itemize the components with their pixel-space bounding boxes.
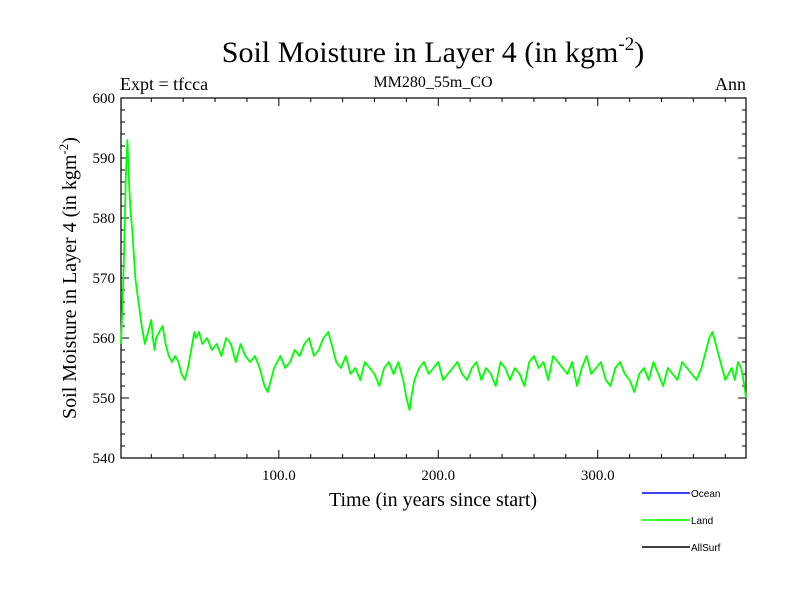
series-group — [120, 139, 747, 411]
legend-label-ocean: Ocean — [691, 489, 720, 500]
legend-label-land: Land — [691, 516, 713, 527]
chart-title: Soil Moisture in Layer 4 (in kgm-2) — [222, 34, 644, 69]
x-tick-label: 200.0 — [421, 468, 455, 484]
series-line-land — [120, 139, 747, 411]
y-tick-label: 540 — [93, 451, 116, 467]
y-tick-label: 560 — [93, 331, 116, 347]
x-tick-label: 300.0 — [581, 468, 615, 484]
y-tick-label: 570 — [93, 271, 116, 287]
y-tick-label: 590 — [93, 151, 116, 167]
period-label: Ann — [715, 74, 746, 94]
legend-label-allsurf: AllSurf — [691, 543, 721, 554]
y-tick-label: 550 — [93, 391, 116, 407]
x-tick-label: 100.0 — [262, 468, 296, 484]
y-tick-label: 580 — [93, 211, 116, 227]
run-label: MM280_55m_CO — [373, 74, 492, 91]
legend: Ocean Land AllSurf — [642, 489, 721, 554]
experiment-label: Expt = tfcca — [120, 74, 208, 94]
axis-ticks — [121, 97, 746, 459]
x-axis-label: Time (in years since start) — [329, 489, 537, 511]
y-tick-label: 600 — [93, 91, 116, 107]
plot-frame — [120, 97, 747, 459]
x-tick-labels: 100.0 200.0 300.0 — [262, 468, 615, 484]
y-axis-label: Soil Moisture in Layer 4 (in kgm-2) — [56, 137, 81, 419]
y-tick-labels: 540 550 560 570 580 590 600 — [93, 91, 116, 467]
